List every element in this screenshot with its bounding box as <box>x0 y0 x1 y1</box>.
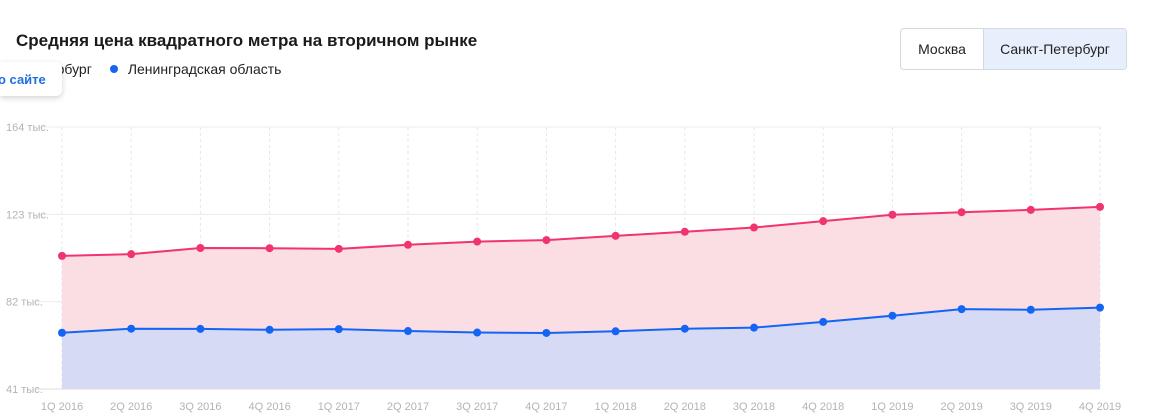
x-tick-label: 2Q 2018 <box>664 401 706 413</box>
y-tick-label: 123 тыс. <box>6 209 49 221</box>
series-line-spb <box>61 205 1101 257</box>
data-point-spb <box>1026 205 1035 214</box>
data-point-lenobl <box>611 327 620 336</box>
x-tick-label: 3Q 2019 <box>1010 401 1052 413</box>
city-option-moscow[interactable]: Москва <box>901 29 984 69</box>
data-point-lenobl <box>196 324 205 333</box>
x-tick-label: 4Q 2018 <box>802 401 844 413</box>
data-point-spb <box>819 217 828 226</box>
data-point-lenobl <box>1096 303 1104 312</box>
data-point-spb <box>265 244 274 253</box>
x-tick-label: 3Q 2018 <box>733 401 775 413</box>
about-site-label: о сайте <box>0 71 46 87</box>
area-fill-lenobl <box>62 307 1100 389</box>
data-point-spb <box>542 236 551 245</box>
x-tick-label: 4Q 2019 <box>1079 401 1121 413</box>
x-tick-label: 2Q 2019 <box>940 401 982 413</box>
x-tick-label: 3Q 2016 <box>179 401 221 413</box>
data-point-lenobl <box>957 305 966 314</box>
data-point-lenobl <box>750 323 758 332</box>
data-point-spb <box>611 231 620 240</box>
city-option-spb[interactable]: Санкт-Петербург <box>984 29 1126 69</box>
data-point-lenobl <box>58 328 66 337</box>
chart-title: Средняя цена квадратного метра на вторич… <box>16 31 478 50</box>
data-point-spb <box>957 208 966 217</box>
legend-item-lenobl[interactable]: Ленинградская область <box>109 61 282 77</box>
x-tick-label: 4Q 2016 <box>248 401 290 413</box>
data-point-spb <box>1096 202 1104 211</box>
city-toggle[interactable]: Москва Санкт-Петербург <box>900 28 1127 70</box>
data-point-lenobl <box>473 328 482 337</box>
series-line-lenobl <box>61 306 1101 334</box>
data-point-lenobl <box>1026 305 1035 314</box>
legend-dot-lenobl <box>109 65 118 73</box>
data-point-lenobl <box>542 328 551 337</box>
data-point-spb <box>196 243 205 252</box>
data-point-lenobl <box>127 324 136 333</box>
x-tick-label: 3Q 2017 <box>456 401 498 413</box>
legend-label-lenobl: Ленинградская область <box>127 61 282 77</box>
data-point-spb <box>750 223 758 232</box>
data-point-spb <box>888 210 897 219</box>
data-point-lenobl <box>265 325 274 334</box>
data-point-lenobl <box>404 327 412 336</box>
x-tick-label: 4Q 2017 <box>525 401 567 413</box>
data-point-lenobl <box>334 325 343 334</box>
data-point-spb <box>127 250 136 259</box>
data-point-spb <box>58 251 66 260</box>
data-point-lenobl <box>888 311 897 320</box>
x-tick-label: 1Q 2019 <box>871 401 913 413</box>
data-point-lenobl <box>680 324 689 333</box>
x-tick-label: 1Q 2016 <box>41 401 83 413</box>
data-point-spb <box>334 244 343 253</box>
data-point-spb <box>404 240 412 249</box>
x-tick-label: 2Q 2016 <box>110 401 152 413</box>
y-tick-label: 164 тыс. <box>6 122 49 134</box>
y-tick-label: 41 тыс. <box>6 384 43 396</box>
x-tick-label: 2Q 2017 <box>387 401 429 413</box>
x-tick-label: 1Q 2017 <box>318 401 360 413</box>
data-point-spb <box>473 237 482 246</box>
data-point-spb <box>680 227 689 236</box>
data-point-lenobl <box>819 317 828 326</box>
y-tick-label: 82 тыс. <box>6 297 43 309</box>
about-site-tab[interactable]: о сайте <box>0 62 62 96</box>
x-tick-label: 1Q 2018 <box>594 401 636 413</box>
